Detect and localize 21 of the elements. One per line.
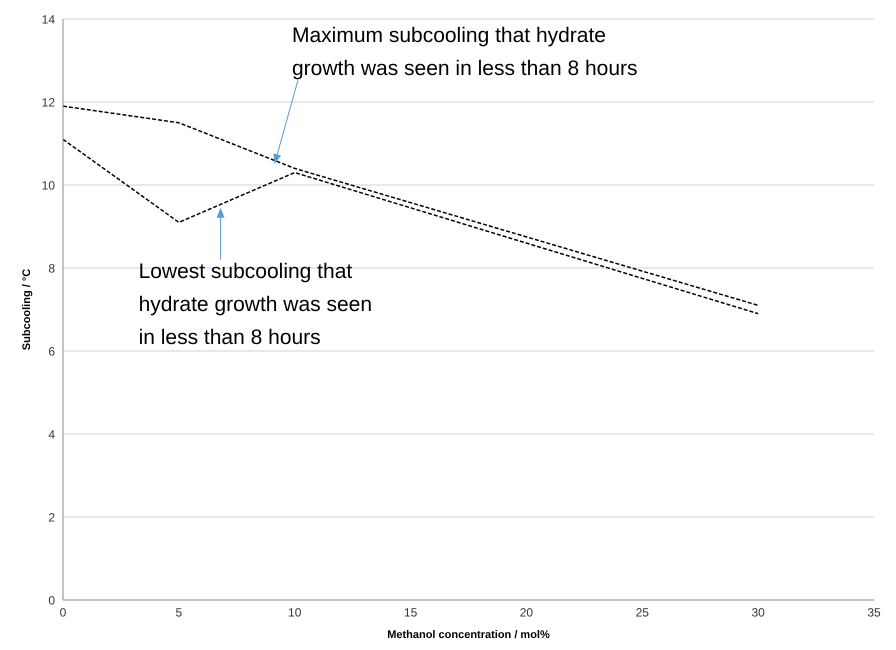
line-series xyxy=(63,138,759,314)
y-tick-label: 0 xyxy=(48,593,56,608)
annotation: Lowest subcooling that hydrate growth was seen in less than 8 hours xyxy=(138,260,372,349)
y-tick-label: 4 xyxy=(48,427,56,442)
x-tick-label: 30 xyxy=(751,606,766,620)
x-tick-label: 20 xyxy=(520,606,534,620)
y-axis-title: Subcooling / °C xyxy=(20,268,33,350)
annotation: Maximum subcooling that hydrate growth was seen in less than 8 hours xyxy=(292,24,638,80)
y-tick-label: 12 xyxy=(42,95,56,110)
y-tick-label: 2 xyxy=(48,510,56,524)
y-tick-label: 6 xyxy=(48,344,56,358)
x-tick-label: 0 xyxy=(60,606,67,620)
x-tick-label: 10 xyxy=(288,606,302,620)
x-tick-label: 5 xyxy=(176,606,183,620)
x-axis-title: Methanol concentration / mol% xyxy=(387,629,550,641)
x-tick-label: 25 xyxy=(636,606,650,620)
x-tick-label: 15 xyxy=(404,606,418,620)
x-tick-label: 35 xyxy=(867,606,881,620)
y-tick-label: 14 xyxy=(42,12,56,26)
y-tick-label: 10 xyxy=(42,178,56,192)
y-tick-label: 8 xyxy=(48,261,56,276)
